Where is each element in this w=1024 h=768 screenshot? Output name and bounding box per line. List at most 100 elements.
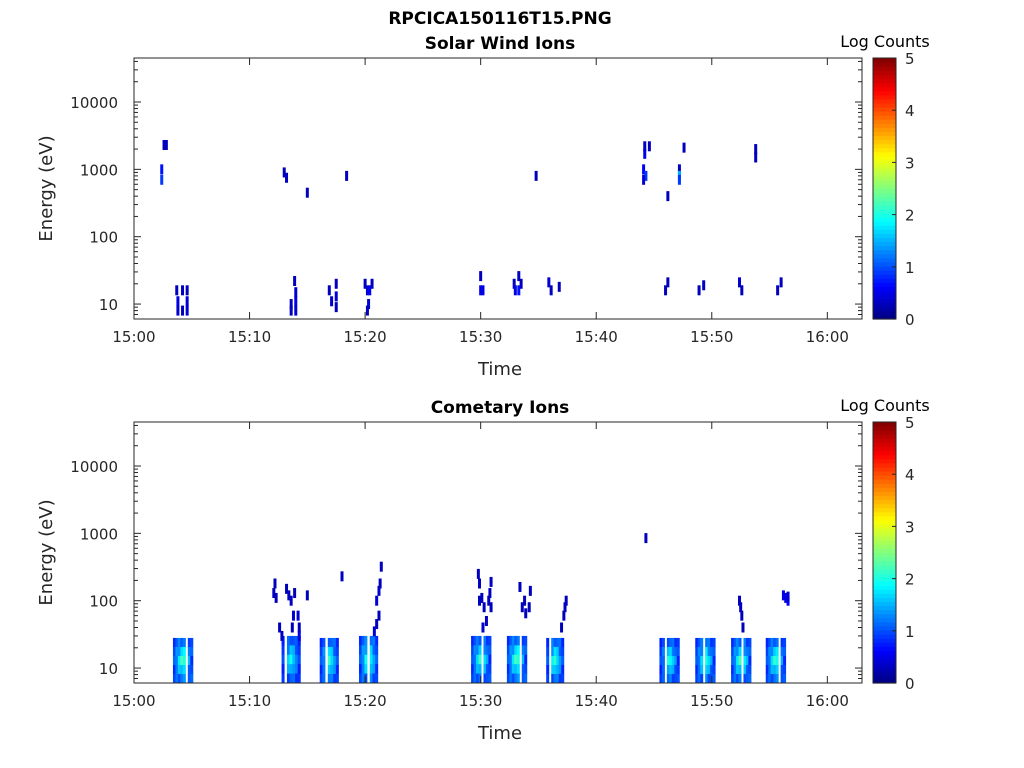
colorbar-step (873, 106, 896, 112)
burst-cell (364, 645, 368, 656)
colorbar-step (873, 422, 896, 427)
y-tick-label: 1000 (80, 161, 118, 179)
burst-cell (671, 646, 675, 657)
heatmap-cell (370, 278, 374, 289)
burst-cell (327, 637, 331, 648)
burst-cell (676, 637, 680, 648)
burst-cell (177, 637, 181, 648)
heatmap-cell (334, 291, 338, 302)
burst-cell (187, 646, 191, 657)
burst-cell (743, 646, 747, 657)
burst-cell (674, 664, 678, 675)
burst-cell (364, 673, 368, 684)
heatmap-cell (305, 187, 309, 198)
burst-cell (671, 637, 675, 648)
burst-cell (177, 673, 181, 684)
burst-cell (289, 654, 293, 665)
burst-cell (514, 673, 518, 684)
burst-cell (516, 635, 520, 646)
colorbar-step (873, 58, 896, 63)
colorbar-step (873, 609, 896, 615)
burst-cell (546, 637, 550, 648)
heatmap-cell (297, 622, 301, 633)
colorbar-step (873, 462, 896, 468)
burst-cell (521, 673, 525, 684)
burst-cell (731, 673, 735, 684)
burst-cell (561, 646, 565, 657)
heatmap-cell (523, 595, 527, 606)
burst-cell (190, 637, 194, 648)
colorbar-step (873, 62, 896, 67)
burst-cell (783, 673, 787, 684)
heatmap-cell (677, 174, 681, 185)
burst-cell (471, 673, 475, 684)
y-tick-label: 1000 (80, 525, 118, 543)
burst-cell (707, 664, 711, 675)
heatmap-cell (518, 581, 522, 592)
colorbar-step (873, 249, 896, 255)
heatmap-cell (289, 595, 293, 606)
heatmap-cell (786, 591, 790, 602)
colorbar-step (873, 302, 896, 308)
heatmap-cell (375, 595, 379, 606)
burst-cell (485, 645, 489, 656)
burst-cell (485, 673, 489, 684)
heatmap-cell (739, 602, 743, 613)
burst-cell (330, 637, 334, 648)
burst-cell (364, 654, 368, 665)
heatmap-cell (643, 141, 647, 152)
colorbar-step (873, 225, 896, 230)
heatmap-cell (379, 561, 383, 572)
heatmap-cell (738, 277, 742, 288)
colorbar-step (873, 581, 896, 586)
burst-cell (172, 646, 176, 657)
colorbar-step (873, 298, 896, 304)
burst-cell (521, 645, 525, 656)
heatmap-cell (334, 302, 338, 313)
burst-cell (297, 654, 301, 665)
burst-cell (286, 645, 290, 656)
burst-cell (748, 664, 752, 675)
colorbar-step (873, 282, 896, 287)
colorbar-step (873, 564, 896, 570)
burst-cell (292, 645, 296, 656)
burst-cell (514, 664, 518, 675)
burst-cell (322, 673, 326, 684)
burst-cell (745, 664, 749, 675)
colorbar-label: Log Counts (840, 32, 930, 51)
burst-cell (661, 637, 665, 648)
burst-cell (765, 646, 769, 657)
colorbar-step (873, 601, 896, 607)
burst-cell (319, 673, 323, 684)
colorbar-step (873, 568, 896, 574)
heatmap-cell (489, 602, 493, 613)
burst-cell (471, 664, 475, 675)
colorbar-step (873, 192, 896, 198)
colorbar-step (873, 589, 896, 594)
burst-cell (485, 664, 489, 675)
burst-cell (478, 654, 482, 665)
burst-7 (546, 637, 565, 684)
heatmap-cell (287, 590, 291, 601)
colorbar-tick-label: 0 (905, 675, 915, 693)
burst-cell (471, 645, 475, 656)
burst-cell (558, 646, 562, 657)
heatmap-cell (487, 595, 491, 606)
burst-cell (671, 673, 675, 684)
burst-cell (736, 673, 740, 684)
heatmap-cell (294, 296, 298, 307)
heatmap-cell (334, 278, 338, 289)
burst-cell (556, 637, 560, 648)
colorbar-step (873, 597, 896, 603)
burst-cell (292, 635, 296, 646)
colorbar-step (873, 593, 896, 598)
burst-cell (521, 654, 525, 665)
burst-cell (335, 673, 339, 684)
colorbar-step (873, 560, 896, 566)
burst-cell (375, 645, 379, 656)
heatmap-cell (754, 144, 758, 155)
heatmap-cell (642, 164, 646, 175)
burst-cell (697, 673, 701, 684)
colorbar-step (873, 70, 896, 75)
burst-cell (745, 646, 749, 657)
